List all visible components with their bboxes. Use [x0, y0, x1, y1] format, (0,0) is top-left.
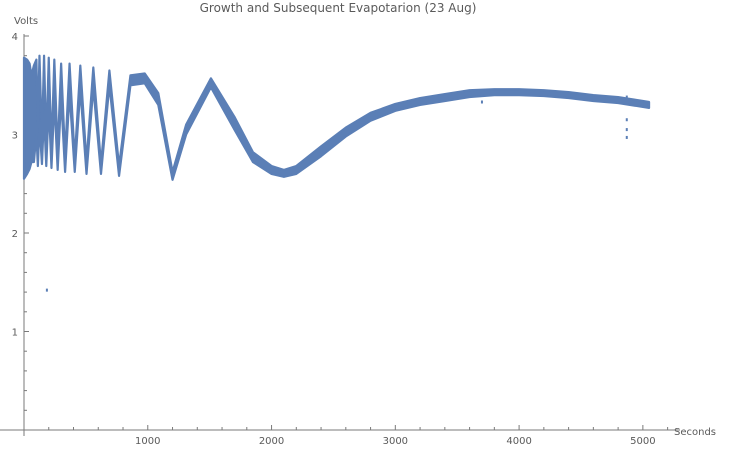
x-axis-label: Seconds — [674, 427, 716, 438]
data-band — [22, 54, 651, 181]
outlier-point — [45, 288, 48, 292]
y-tick-label: 3 — [12, 131, 18, 142]
y-tick-label: 2 — [12, 229, 18, 240]
y-tick-label: 1 — [12, 328, 18, 339]
outlier-point — [625, 118, 628, 122]
y-tick-label: 4 — [12, 32, 18, 43]
x-tick-label: 4000 — [506, 436, 531, 447]
x-tick-label: 5000 — [630, 436, 655, 447]
outlier-point — [625, 135, 628, 139]
y-axis-label: Volts — [14, 16, 38, 27]
chart-title: Growth and Subsequent Evapotarion (23 Au… — [200, 1, 477, 15]
x-tick-label: 1000 — [135, 436, 160, 447]
outlier-point — [480, 100, 483, 104]
outlier-point — [625, 95, 628, 99]
x-tick-label: 3000 — [383, 436, 408, 447]
x-tick-label: 2000 — [259, 436, 284, 447]
ticks-group: 1000 2000 3000 4000 5000 1 2 3 4 — [12, 32, 669, 447]
series-layer — [22, 54, 651, 292]
outlier-point — [625, 128, 628, 132]
